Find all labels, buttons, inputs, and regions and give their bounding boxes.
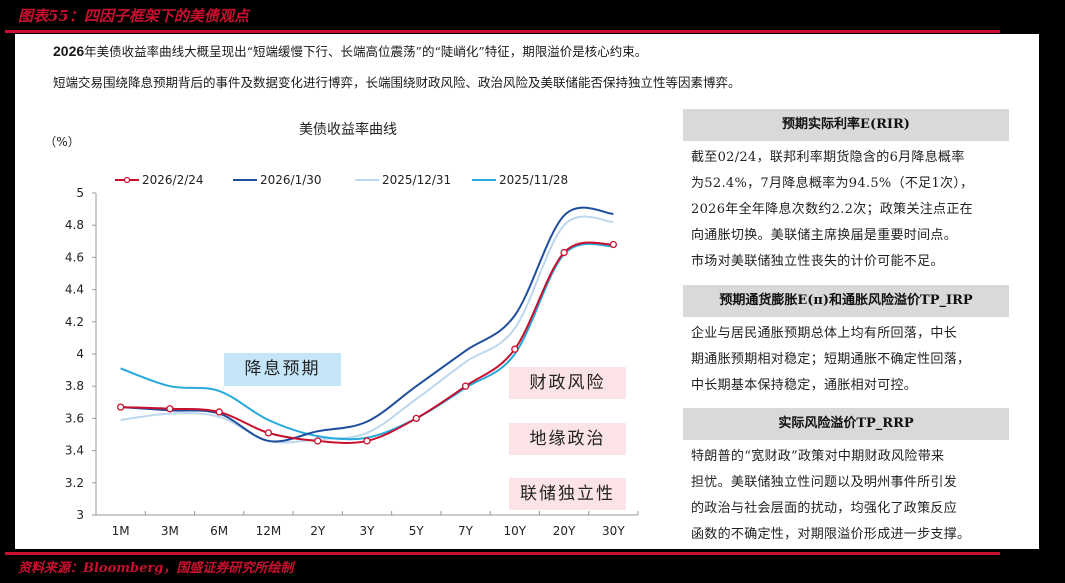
top-divider	[5, 30, 1000, 33]
svg-text:3.4: 3.4	[65, 444, 84, 458]
chart-legend: 2026/2/24 2026/1/30 2025/12/31 2025/11/28	[115, 173, 568, 187]
section-line: 为52.4%，7月降息概率为94.5%（不足1次），	[691, 176, 974, 191]
intro-year: 2026	[53, 43, 85, 59]
data-point-marker	[363, 437, 371, 445]
svg-text:4.8: 4.8	[65, 218, 84, 232]
data-point-marker	[116, 403, 125, 411]
section-header: 实际风险溢价TP_RRP	[683, 408, 1009, 440]
sidebar-section-rrp: 实际风险溢价TP_RRP 特朗普的“宽财政”政策对中期财政风险带来 担忧。美联储…	[683, 408, 1009, 548]
tag-fiscal-risk: 财政风险	[509, 367, 626, 399]
intro-line-1: 2026年美债收益率曲线大概呈现出“短端缓慢下行、长端高位震荡”的“陡峭化”特征…	[53, 41, 647, 60]
sidebar-section-rir: 预期实际利率E(RIR) 截至02/24，联邦利率期货隐含的6月降息概率 为52…	[683, 109, 1009, 275]
section-header: 预期实际利率E(RIR)	[683, 109, 1009, 141]
svg-text:1M: 1M	[112, 524, 130, 538]
data-point-marker	[314, 437, 322, 445]
series-line	[120, 241, 614, 444]
svg-text:2Y: 2Y	[310, 524, 326, 538]
legend-label: 2026/1/30	[260, 173, 322, 187]
data-point-marker	[166, 405, 174, 413]
section-line: 市场对美联储独立性丧失的计价可能不足。	[691, 254, 944, 269]
section-body: 特朗普的“宽财政”政策对中期财政风险带来 担忧。美联储独立性问题以及明州事件所引…	[683, 440, 1009, 548]
svg-text:5: 5	[76, 186, 84, 200]
svg-text:4.2: 4.2	[65, 315, 84, 329]
legend-label: 2026/2/24	[142, 173, 204, 187]
section-line: 函数的不确定性，对期限溢价形成进一步支撑。	[691, 527, 971, 542]
svg-text:3: 3	[76, 508, 84, 522]
content-panel: 2026年美债收益率曲线大概呈现出“短端缓慢下行、长端高位震荡”的“陡峭化”特征…	[15, 34, 1039, 549]
svg-text:3.2: 3.2	[65, 476, 84, 490]
series-line	[120, 242, 614, 441]
y-axis-unit: （%）	[44, 135, 79, 149]
section-line: 2026年全年降息次数约2.2次；政策关注点正在	[691, 202, 973, 217]
chart-series	[116, 206, 618, 445]
data-point-marker	[461, 382, 470, 390]
section-line: 中长期基本保持稳定，通胀相对可控。	[691, 378, 918, 393]
section-body: 企业与居民通胀预期总体上均有所回落，中长 期通胀预期相对稳定；短期通胀不确定性回…	[683, 317, 1009, 399]
intro-line-2: 短端交易围绕降息预期背后的事件及数据变化进行博弈，长端围绕财政风险、政治风险及美…	[53, 75, 741, 90]
section-line: 企业与居民通胀预期总体上均有所回落，中长	[691, 326, 958, 341]
source-note: 资料来源：Bloomberg，国盛证券研究所绘制	[18, 561, 294, 576]
data-point-marker	[609, 240, 618, 249]
data-point-marker	[215, 408, 223, 416]
data-point-marker	[412, 414, 420, 423]
sidebar-section-inflation: 预期通货膨胀E(π)和通胀风险溢价TP_IRP 企业与居民通胀预期总体上均有所回…	[683, 285, 1009, 399]
yield-curve-chart: 美债收益率曲线 （%） 2026/2/24 2026/1/30 2025/12/31…	[44, 121, 639, 538]
chart-title: 美债收益率曲线	[299, 121, 397, 138]
section-line: 期通胀预期相对稳定；短期通胀不确定性回落，	[691, 352, 971, 367]
series-line	[120, 206, 614, 443]
section-line: 的政治与社会层面的扰动，均强化了政策反应	[691, 501, 958, 516]
section-line: 向通胀切换。美联储主席换届是重要时间点。	[691, 228, 958, 243]
data-point-marker	[264, 429, 273, 437]
section-body: 截至02/24，联邦利率期货隐含的6月降息概率 为52.4%，7月降息概率为94…	[683, 141, 1009, 275]
section-line: 特朗普的“宽财政”政策对中期财政风险带来	[691, 449, 945, 464]
section-line: 担忧。美联储独立性问题以及明州事件所引发	[691, 475, 958, 490]
legend-label: 2025/12/31	[382, 173, 451, 187]
svg-text:5Y: 5Y	[409, 524, 425, 538]
chart-axes: 3 3.2 3.4 3.6 3.8 4 4.2 4.4 4.6 4.8 5 1M 3M 6M 12M 2Y 3Y…	[65, 186, 639, 538]
data-point-marker	[511, 345, 519, 353]
svg-text:3Y: 3Y	[360, 524, 376, 538]
svg-text:10Y: 10Y	[504, 524, 527, 538]
tag-fed-independence: 联储独立性	[509, 478, 626, 510]
svg-text:4.6: 4.6	[65, 250, 84, 264]
section-header: 预期通货膨胀E(π)和通胀风险溢价TP_IRP	[683, 285, 1009, 317]
data-point-marker	[560, 248, 568, 257]
svg-text:30Y: 30Y	[602, 524, 625, 538]
svg-text:6M: 6M	[210, 524, 228, 538]
svg-text:3.6: 3.6	[65, 411, 84, 425]
svg-text:4: 4	[76, 347, 84, 361]
bottom-divider	[5, 552, 1000, 555]
svg-text:20Y: 20Y	[553, 524, 576, 538]
tag-geopolitics: 地缘政治	[509, 423, 626, 455]
svg-text:3.8: 3.8	[65, 379, 84, 393]
svg-text:12M: 12M	[256, 524, 282, 538]
svg-text:4.4: 4.4	[65, 283, 84, 297]
figure-title: 图表55：四因子框架下的美债观点	[18, 7, 249, 25]
tag-rate-cut: 降息预期	[224, 353, 341, 386]
svg-text:3M: 3M	[161, 524, 179, 538]
series-line	[120, 215, 614, 444]
svg-text:7Y: 7Y	[458, 524, 474, 538]
legend-label: 2025/11/28	[499, 173, 568, 187]
intro-line-1-text: 年美债收益率曲线大概呈现出“短端缓慢下行、长端高位震荡”的“陡峭化”特征，期限溢…	[84, 44, 648, 59]
section-line: 截至02/24，联邦利率期货隐含的6月降息概率	[691, 150, 965, 165]
